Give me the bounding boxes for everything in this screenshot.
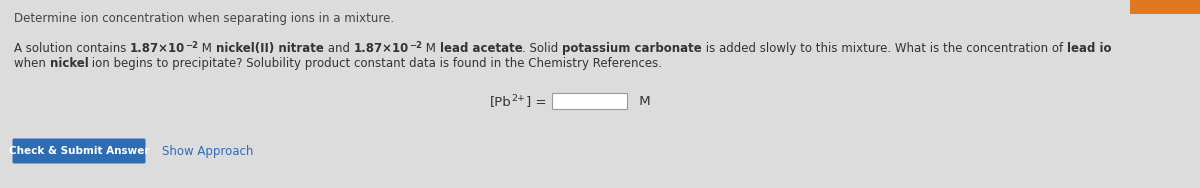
- FancyBboxPatch shape: [12, 139, 145, 164]
- Text: ] =: ] =: [526, 95, 546, 108]
- Text: A solution contains: A solution contains: [14, 42, 130, 55]
- Text: M: M: [422, 42, 439, 55]
- Text: is added slowly to this mixture. What is the concentration of: is added slowly to this mixture. What is…: [702, 42, 1067, 55]
- Text: and: and: [324, 42, 354, 55]
- Bar: [1130, 0, 1200, 14]
- Text: [Pb: [Pb: [490, 95, 511, 108]
- Text: ion begins to precipitate? Solubility product constant data is found in the Chem: ion begins to precipitate? Solubility pr…: [89, 57, 662, 70]
- Text: . Solid: . Solid: [522, 42, 563, 55]
- Text: when: when: [14, 57, 49, 70]
- Text: −2: −2: [409, 41, 422, 50]
- Text: −2: −2: [185, 41, 198, 50]
- Text: lead acetate: lead acetate: [439, 42, 522, 55]
- Text: M: M: [635, 95, 650, 108]
- Text: potassium carbonate: potassium carbonate: [563, 42, 702, 55]
- Text: M: M: [198, 42, 216, 55]
- Text: Show Approach: Show Approach: [162, 145, 253, 158]
- Text: Check & Submit Answer: Check & Submit Answer: [8, 146, 149, 156]
- Text: 2+: 2+: [511, 94, 526, 103]
- Text: lead io: lead io: [1067, 42, 1111, 55]
- Text: nickel(II) nitrate: nickel(II) nitrate: [216, 42, 324, 55]
- Text: Determine ion concentration when separating ions in a mixture.: Determine ion concentration when separat…: [14, 12, 394, 25]
- Text: 1.87×10: 1.87×10: [130, 42, 185, 55]
- Bar: [552, 93, 628, 109]
- Text: 1.87×10: 1.87×10: [354, 42, 409, 55]
- Text: nickel: nickel: [49, 57, 89, 70]
